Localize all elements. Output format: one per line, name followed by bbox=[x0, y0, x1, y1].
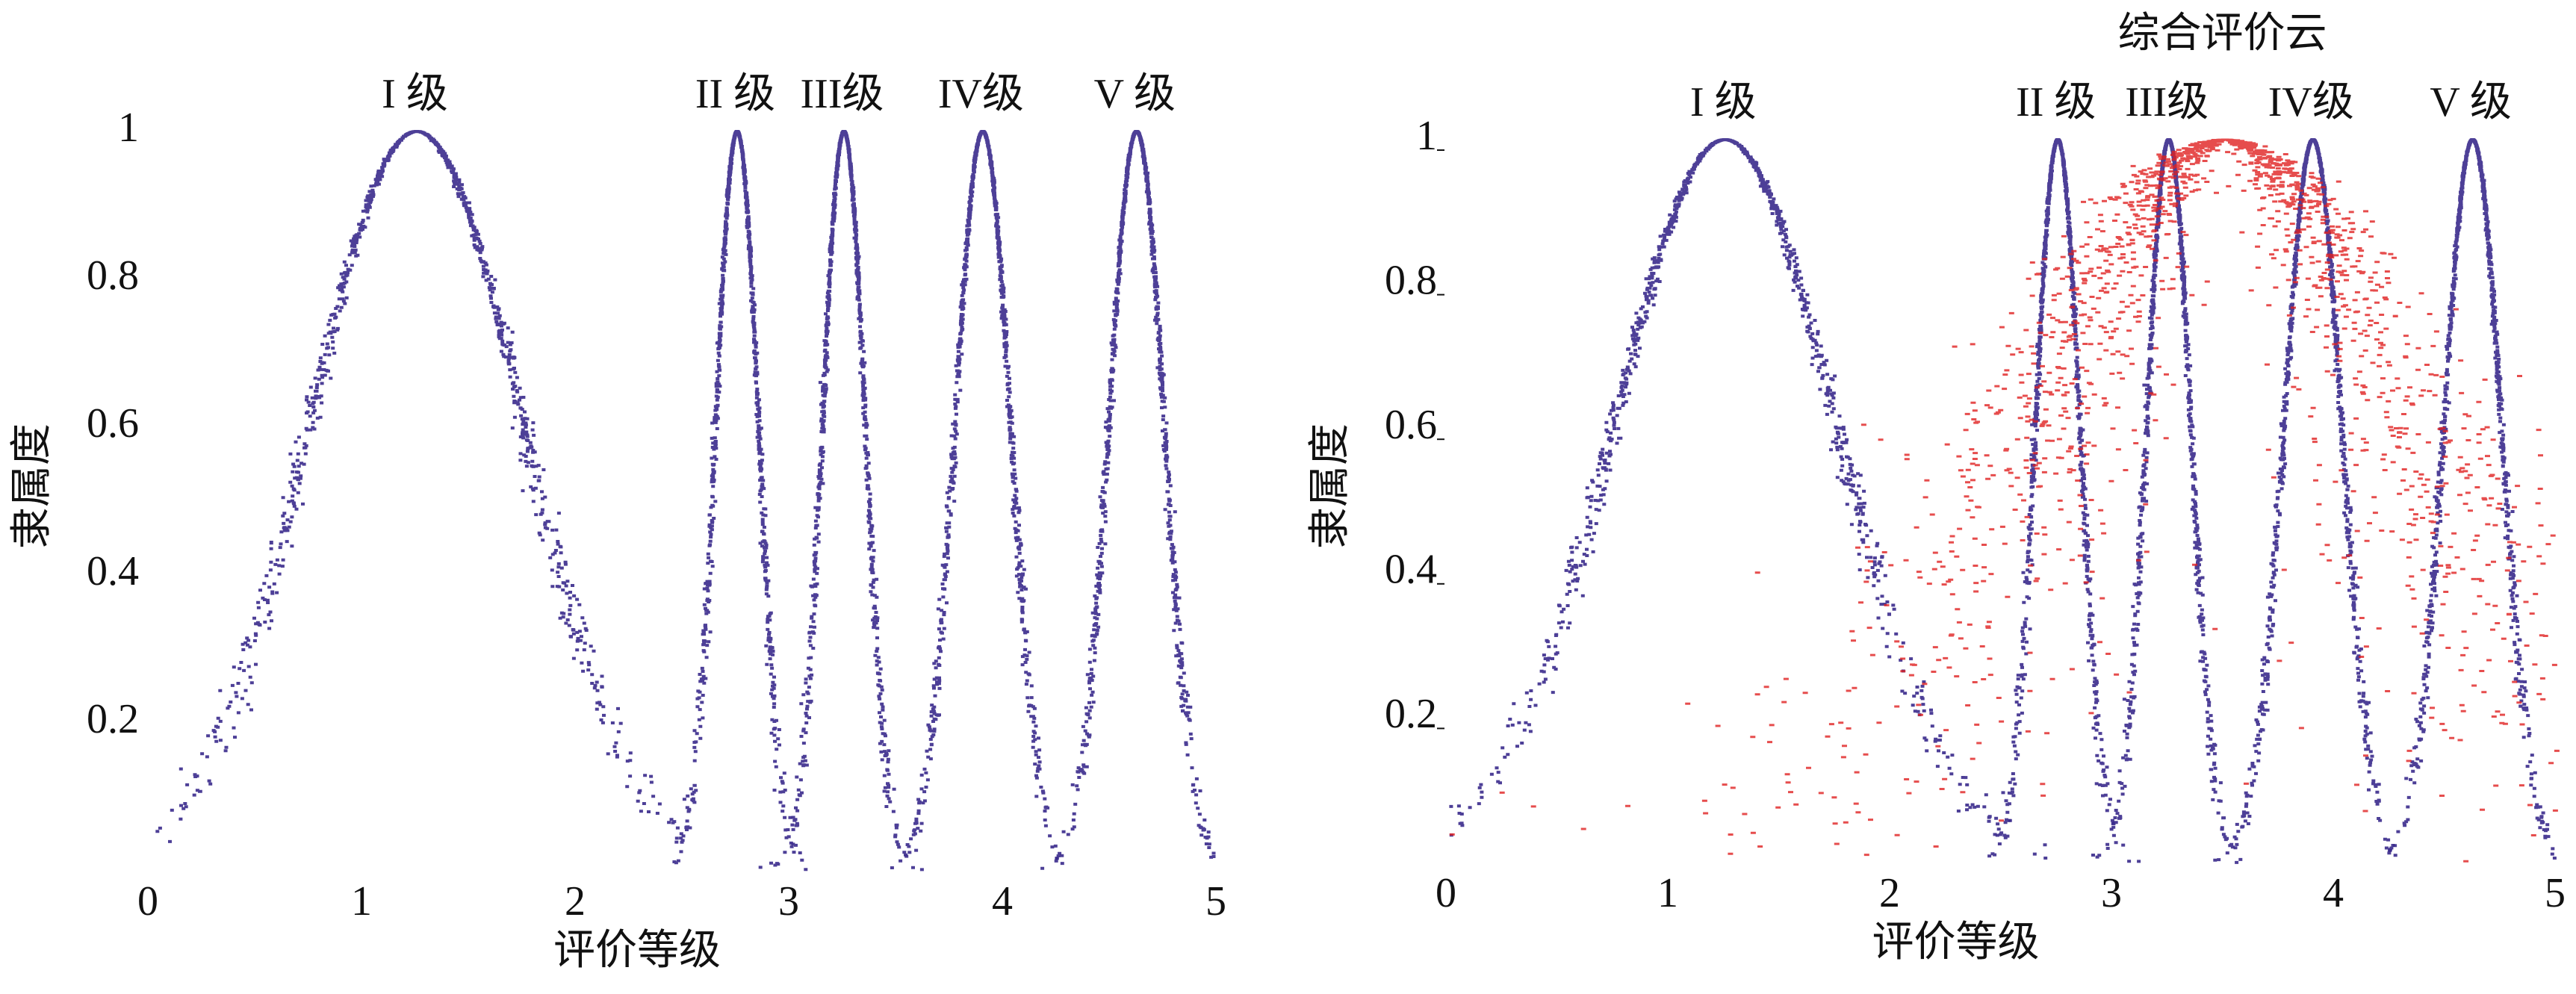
cloud-label: I 级 bbox=[1690, 79, 1757, 125]
cloud-label: V 级 bbox=[2430, 79, 2511, 125]
x-tick-label: 0 bbox=[1436, 870, 1456, 916]
cloud-label: II 级 bbox=[695, 71, 775, 117]
x-tick-label: 3 bbox=[2101, 870, 2122, 916]
x-tick-label: 4 bbox=[2323, 870, 2344, 916]
cloud-drops bbox=[769, 130, 924, 872]
x-tick-label: 2 bbox=[565, 878, 586, 925]
y-tick-label: 1 bbox=[1416, 113, 1437, 159]
cloud-drops bbox=[1449, 138, 2560, 863]
cloud-label: II 级 bbox=[2016, 79, 2096, 125]
y-tick-label: 0.8 bbox=[1385, 257, 1437, 303]
cloud-label: III级 bbox=[2125, 79, 2209, 125]
x-tick-label: 1 bbox=[1657, 870, 1678, 916]
x-tick-label: 4 bbox=[992, 878, 1013, 925]
cloud-label: III级 bbox=[801, 71, 884, 117]
panel: 0 1 2 3 4 5 0.2 0.4 0.6 0.8 1 评价等级 隶属度 I 级 II 级 III级 IV级… bbox=[1307, 10, 2566, 966]
cloud-label: IV级 bbox=[938, 71, 1024, 117]
cloud-drops bbox=[2384, 138, 2557, 860]
y-tick-label: 0.6 bbox=[1385, 402, 1437, 448]
y-tick-label: 0.4 bbox=[1385, 547, 1437, 593]
cloud-label: I 级 bbox=[382, 71, 448, 117]
y-tick-label: 0.2 bbox=[1385, 691, 1437, 737]
x-axis-label: 评价等级 bbox=[553, 928, 721, 974]
cloud-drops bbox=[1449, 138, 2239, 864]
cloud-drops bbox=[2091, 138, 2243, 861]
y-axis-label: 隶属度 bbox=[1307, 423, 1353, 549]
cloud-label: V 级 bbox=[1094, 71, 1176, 117]
y-tick-label: 0.2 bbox=[87, 696, 139, 742]
cloud-drops bbox=[155, 130, 763, 869]
x-tick-label: 5 bbox=[1205, 878, 1226, 925]
y-tick-label: 0.4 bbox=[87, 548, 139, 594]
x-tick-label: 1 bbox=[351, 878, 372, 925]
cloud-drops bbox=[1040, 130, 1216, 870]
x-tick-label: 5 bbox=[2545, 870, 2566, 916]
y-tick-label: 1 bbox=[118, 105, 139, 151]
cloud-label: 综合评价云 bbox=[2118, 10, 2327, 57]
y-axis-label: 隶属度 bbox=[9, 423, 55, 549]
x-tick-label: 3 bbox=[778, 878, 799, 925]
cloud-label: IV级 bbox=[2268, 79, 2354, 125]
cloud-drops bbox=[890, 130, 1064, 869]
x-tick-label: 0 bbox=[137, 878, 158, 925]
cloud-drops bbox=[1987, 138, 2141, 863]
x-tick-label: 2 bbox=[1879, 870, 1900, 916]
x-axis-label: 评价等级 bbox=[1872, 919, 2040, 966]
y-tick-label: 0.8 bbox=[87, 252, 139, 299]
y-tick-label: 0.6 bbox=[87, 400, 139, 447]
cloud-drops bbox=[672, 130, 808, 872]
panel: 0 1 2 3 4 5 0.2 0.4 0.6 0.8 1 评价等级 隶属度 I 级 II 级 III级 IV级… bbox=[9, 71, 1226, 974]
